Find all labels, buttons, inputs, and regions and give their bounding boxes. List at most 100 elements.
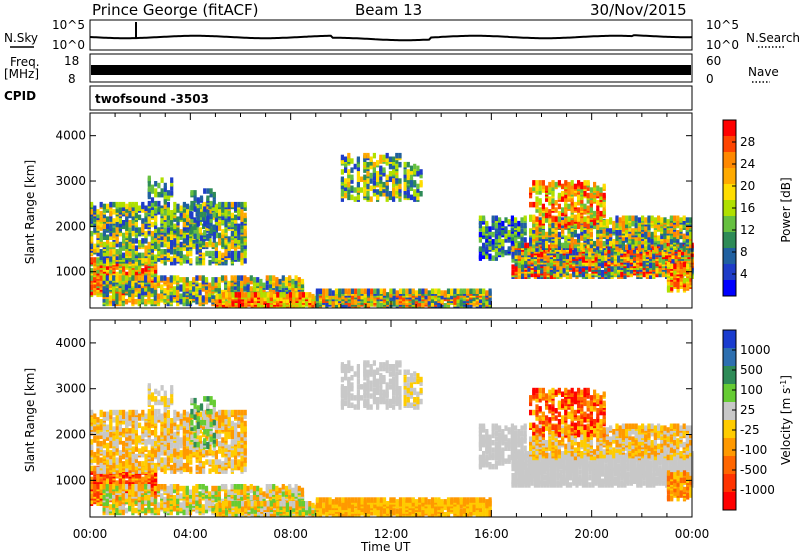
nsearch-tick-low: 10^0 — [706, 38, 739, 52]
power-cell — [488, 254, 491, 260]
power-cell — [224, 218, 227, 224]
freq-label-2: [MHz] — [4, 67, 39, 81]
power-cell — [141, 225, 144, 231]
power-cell — [122, 253, 125, 259]
power-cell — [566, 254, 569, 260]
power-cell — [138, 275, 141, 281]
power-cell — [686, 284, 689, 290]
power-cell — [361, 289, 364, 295]
power-cell — [190, 190, 193, 196]
power-cell — [138, 253, 141, 259]
power-cell — [203, 230, 206, 236]
power-cell — [103, 224, 106, 230]
power-cell — [511, 216, 514, 222]
power-cell — [157, 244, 160, 250]
power-cell — [167, 236, 170, 242]
power-cell — [501, 239, 504, 245]
power-cell — [100, 211, 103, 217]
power-cell — [662, 272, 665, 278]
power-cell — [161, 188, 164, 194]
power-cell — [285, 277, 288, 283]
power-cell — [588, 252, 591, 258]
power-cell — [167, 202, 170, 208]
power-cell — [283, 292, 286, 298]
power-cell — [373, 289, 376, 295]
power-cell — [386, 292, 389, 298]
power-cell — [545, 232, 548, 238]
power-cell — [617, 255, 620, 261]
power-cell — [267, 292, 270, 298]
power-cell — [213, 225, 216, 231]
power-cell — [373, 180, 376, 186]
power-cell — [228, 236, 231, 242]
power-cell — [103, 275, 106, 281]
power-cell — [612, 239, 615, 245]
power-cell — [154, 233, 157, 239]
power-cell — [138, 227, 141, 233]
power-cell — [416, 184, 419, 190]
power-cell — [138, 215, 141, 221]
power-cell — [247, 277, 250, 283]
power-cell — [660, 217, 663, 223]
power-cell — [344, 193, 347, 199]
power-cell — [398, 153, 401, 159]
power-cell — [564, 180, 567, 186]
power-cell — [679, 243, 682, 249]
power-cell — [583, 216, 586, 222]
power-cell — [382, 155, 385, 161]
power-cell — [106, 275, 109, 281]
power-cell — [647, 225, 650, 231]
colorbar-segment — [723, 264, 736, 281]
power-cell — [495, 216, 498, 222]
power-cell — [176, 275, 179, 281]
power-cell — [647, 245, 650, 251]
power-cell — [524, 243, 527, 249]
power-cell — [128, 202, 131, 208]
power-cell — [197, 197, 200, 203]
nave-tick-high: 60 — [706, 54, 721, 68]
power-cell — [357, 177, 360, 183]
power-cell — [329, 289, 332, 295]
power-cell — [122, 245, 125, 251]
power-cell — [511, 246, 514, 252]
velocity-data-cells — [90, 360, 694, 517]
power-cell — [96, 247, 99, 253]
power-cell — [237, 251, 240, 256]
power-cell — [167, 277, 170, 283]
power-cell — [132, 249, 135, 255]
power-cell — [128, 244, 131, 250]
power-cell — [407, 169, 410, 175]
power-cell — [189, 251, 192, 256]
power-cell — [308, 298, 311, 304]
power-cell — [234, 202, 237, 208]
power-cell — [551, 180, 554, 186]
power-cell — [154, 295, 157, 301]
power-cell — [579, 266, 582, 272]
power-cell — [577, 213, 580, 219]
power-cell — [228, 244, 231, 250]
power-cell — [389, 191, 392, 197]
power-cell — [504, 234, 507, 240]
power-cell — [190, 226, 193, 232]
power-cell — [125, 204, 128, 210]
power-cell — [413, 169, 416, 175]
power-cell — [413, 180, 416, 186]
power-cell — [218, 211, 221, 217]
power-cell — [206, 216, 209, 222]
power-cell — [259, 279, 262, 285]
power-cell — [237, 275, 240, 281]
power-cell — [167, 190, 170, 196]
power-cell — [593, 211, 596, 217]
power-cell — [347, 195, 350, 201]
power-cell — [176, 216, 179, 222]
power-cell — [415, 290, 418, 296]
power-cell — [663, 243, 666, 249]
power-cell — [218, 283, 221, 289]
power-cell — [183, 277, 186, 283]
power-cell — [263, 292, 266, 298]
power-cell — [93, 257, 96, 263]
power-cell — [266, 275, 269, 281]
power-cell — [599, 222, 602, 228]
